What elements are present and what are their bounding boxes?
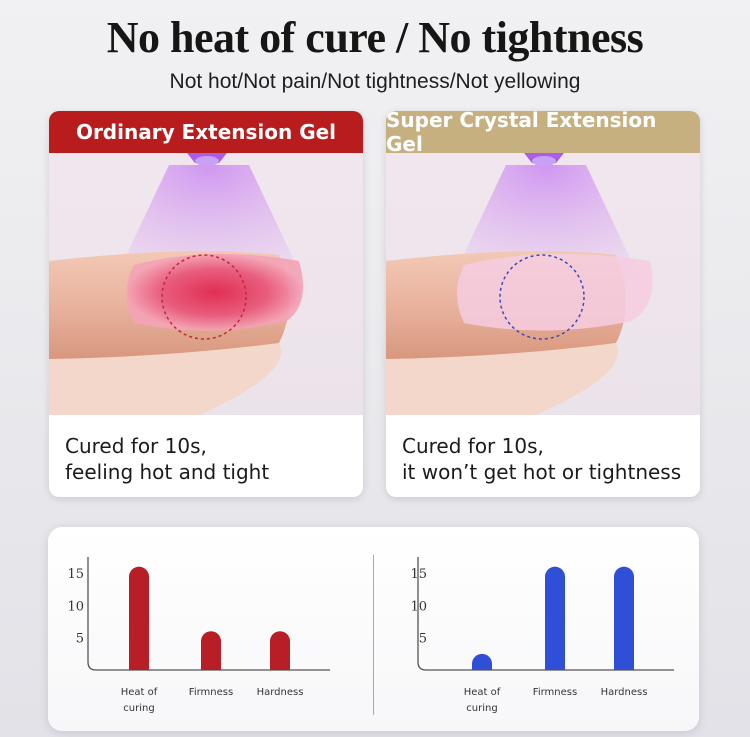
nail-icon bbox=[126, 253, 303, 331]
nail-icon bbox=[457, 253, 653, 331]
caption-line: Cured for 10s, bbox=[65, 434, 207, 458]
y-tick-label: 5 bbox=[419, 632, 427, 647]
nail-photo bbox=[49, 153, 363, 415]
card-caption: Cured for 10s, it won’t get hot or tight… bbox=[402, 433, 692, 485]
ordinary-gel-card: Ordinary Extension Gel Cured for 10s bbox=[49, 111, 363, 497]
x-category-label: Heat of curing bbox=[121, 687, 158, 714]
card-header: Ordinary Extension Gel bbox=[49, 111, 363, 153]
x-category-label: Heat of curing bbox=[464, 687, 501, 714]
chart-bar bbox=[472, 653, 492, 670]
comparison-chart-panel: 5 10 15 Heat of curing Firmness Hardness 5 10 15 H… bbox=[48, 527, 699, 731]
x-category-label: Firmness bbox=[189, 687, 233, 698]
bar-charts: 5 10 15 Heat of curing Firmness Hardness 5 10 15 H… bbox=[67, 557, 674, 714]
page-title: No heat of cure / No tightness bbox=[106, 13, 644, 62]
page-subtitle: Not hot/Not pain/Not tightness/Not yello… bbox=[169, 70, 581, 93]
chart-bar bbox=[614, 566, 634, 670]
x-category-label: Firmness bbox=[533, 687, 577, 698]
chart-axis bbox=[87, 557, 330, 671]
y-tick-label: 15 bbox=[410, 567, 427, 582]
dashed-circle-icon bbox=[161, 254, 247, 340]
chart-bar bbox=[129, 566, 149, 670]
nail-photo bbox=[386, 153, 700, 415]
chart-bar bbox=[270, 631, 290, 670]
chart-bar bbox=[545, 566, 565, 670]
x-category-label: Hardness bbox=[257, 687, 304, 698]
card-caption: Cured for 10s, feeling hot and tight bbox=[65, 433, 355, 485]
super-crystal-gel-card: Super Crystal Extension Gel Cured for 10… bbox=[386, 111, 700, 497]
chart-bar bbox=[201, 631, 221, 670]
y-tick-label: 5 bbox=[76, 632, 84, 647]
caption-line: Cured for 10s, bbox=[402, 434, 544, 458]
y-tick-label: 10 bbox=[410, 599, 427, 614]
card-header: Super Crystal Extension Gel bbox=[386, 111, 700, 156]
y-tick-label: 10 bbox=[67, 599, 84, 614]
y-tick-label: 15 bbox=[67, 567, 84, 582]
chart-divider bbox=[373, 555, 374, 715]
caption-line: feeling hot and tight bbox=[65, 460, 270, 484]
dashed-circle-icon bbox=[499, 254, 585, 340]
x-category-label: Hardness bbox=[601, 687, 648, 698]
chart-axis bbox=[417, 557, 674, 671]
caption-line: it won’t get hot or tightness bbox=[402, 460, 682, 484]
